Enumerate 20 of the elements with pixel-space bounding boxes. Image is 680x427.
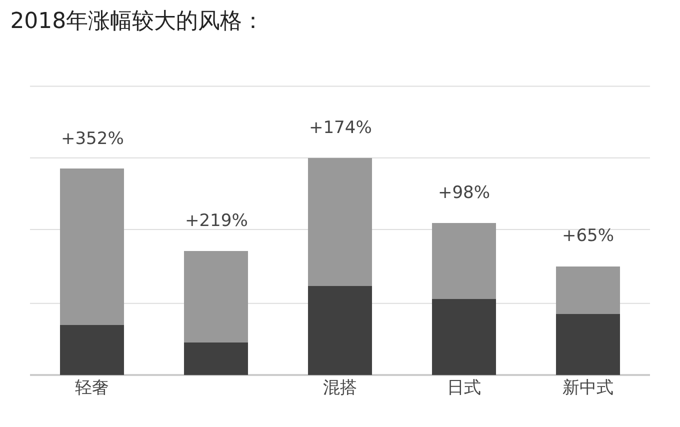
- annotation: +98%: [438, 183, 490, 203]
- bar: [184, 251, 248, 342]
- bar: [184, 342, 248, 375]
- bar: [556, 266, 620, 314]
- bar: [432, 299, 496, 375]
- text: +352%: [61, 129, 124, 149]
- bar: [432, 223, 496, 299]
- annotation: +219%: [185, 211, 248, 231]
- x-tick-label: 混搭: [323, 378, 357, 398]
- bar: [60, 168, 124, 326]
- bar: [308, 158, 372, 286]
- bar: [308, 286, 372, 375]
- bar: [556, 314, 620, 375]
- text: +174%: [309, 118, 372, 138]
- x-tick-label: 日式: [447, 378, 481, 398]
- annotation: +65%: [562, 226, 614, 246]
- x-tick-label: 轻奢: [75, 378, 109, 398]
- chart-title: 2018年涨幅较大的风格：: [10, 9, 264, 34]
- bar: [60, 325, 124, 375]
- x-tick-label: 新中式: [562, 378, 614, 398]
